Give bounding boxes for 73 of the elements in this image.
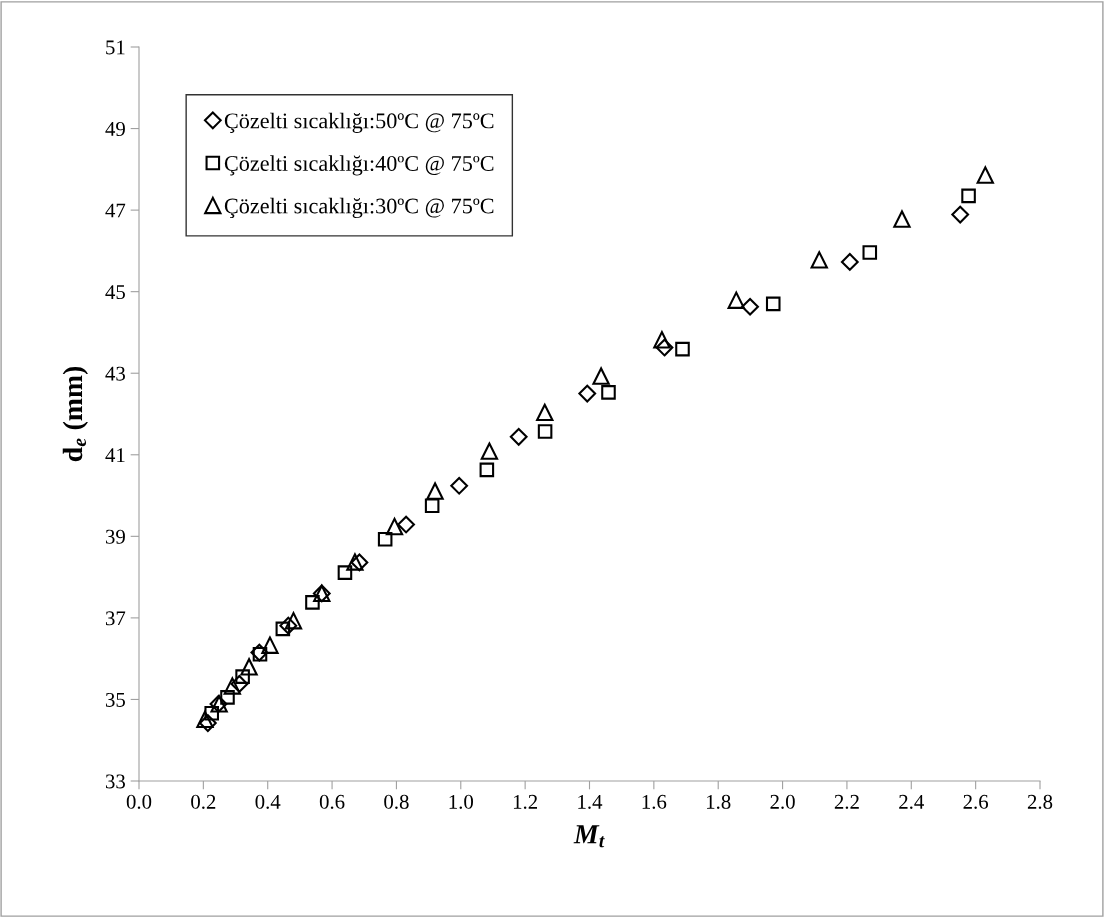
point <box>655 338 674 357</box>
point <box>951 205 970 224</box>
y-tick-label: 51 <box>106 40 125 55</box>
x-tick-label: 1.4 <box>578 794 603 809</box>
y-tick-label: 35 <box>105 692 125 707</box>
point <box>337 565 353 580</box>
y-tick-label: 43 <box>105 366 125 381</box>
x-tick-label: 2.6 <box>963 794 989 809</box>
point <box>397 515 415 534</box>
legend-label: Çözelti sıcaklığı:30ºC @ 75ºC <box>224 197 494 219</box>
y-tick-label: 47 <box>105 203 126 218</box>
point <box>893 210 911 228</box>
point <box>385 517 404 536</box>
point <box>450 476 469 495</box>
point <box>261 636 279 654</box>
point <box>727 291 745 309</box>
x-axis-title: M$_{t}$ <box>573 825 605 848</box>
point <box>235 669 250 684</box>
point <box>810 251 828 269</box>
point <box>230 675 249 693</box>
point <box>284 612 303 630</box>
point <box>765 296 781 312</box>
legend-label: Çözelti sıcaklığı:40ºC @ 75ºC <box>224 155 494 176</box>
y-tick-label: 49 <box>105 121 125 136</box>
point <box>377 531 393 547</box>
x-tick-label: 1.8 <box>707 794 731 809</box>
point <box>741 297 759 316</box>
point <box>275 621 291 637</box>
point <box>196 710 214 729</box>
x-tick-label: 2.0 <box>770 794 795 809</box>
x-tick-label: 0.0 <box>126 794 152 809</box>
x-tick-label: 2.2 <box>834 794 859 809</box>
point <box>223 677 241 695</box>
point <box>204 706 220 721</box>
legend-label: Çözelti sıcaklığı:50ºC @ 75ºC <box>224 112 494 133</box>
x-tick-label: 2.8 <box>1027 794 1053 809</box>
point <box>961 188 976 204</box>
point <box>350 553 369 572</box>
y-axis-title: d$_{e}$ (mm) <box>62 366 88 462</box>
point <box>601 385 616 400</box>
x-tick-label: 1.6 <box>642 794 667 809</box>
point <box>220 690 235 705</box>
x-tick-label: 0.8 <box>384 794 409 809</box>
y-tick-label: 45 <box>105 285 125 300</box>
y-tick-label: 41 <box>105 448 125 463</box>
y-tick-label: 33 <box>105 774 125 789</box>
point <box>537 424 553 439</box>
point <box>862 245 878 260</box>
point <box>424 498 440 514</box>
point <box>279 616 298 635</box>
y-tick-label: 39 <box>105 529 125 544</box>
x-tick-label: 1.2 <box>513 794 538 809</box>
x-tick-label: 0.4 <box>255 794 281 809</box>
point <box>976 166 994 184</box>
point <box>675 341 690 357</box>
point <box>509 427 528 446</box>
x-tick-label: 1.0 <box>449 794 474 809</box>
point <box>480 442 499 460</box>
y-tick-label: 37 <box>105 611 126 626</box>
point <box>479 462 495 478</box>
point <box>198 714 217 732</box>
x-tick-label: 0.2 <box>191 794 216 809</box>
x-tick-label: 2.4 <box>899 794 924 809</box>
point <box>592 367 610 385</box>
point <box>305 595 320 610</box>
point <box>578 384 597 403</box>
point <box>346 553 364 571</box>
point <box>653 331 671 349</box>
point <box>840 253 859 271</box>
point <box>240 658 258 676</box>
point <box>536 403 554 422</box>
point <box>426 482 444 500</box>
x-tick-label: 0.6 <box>319 794 345 809</box>
